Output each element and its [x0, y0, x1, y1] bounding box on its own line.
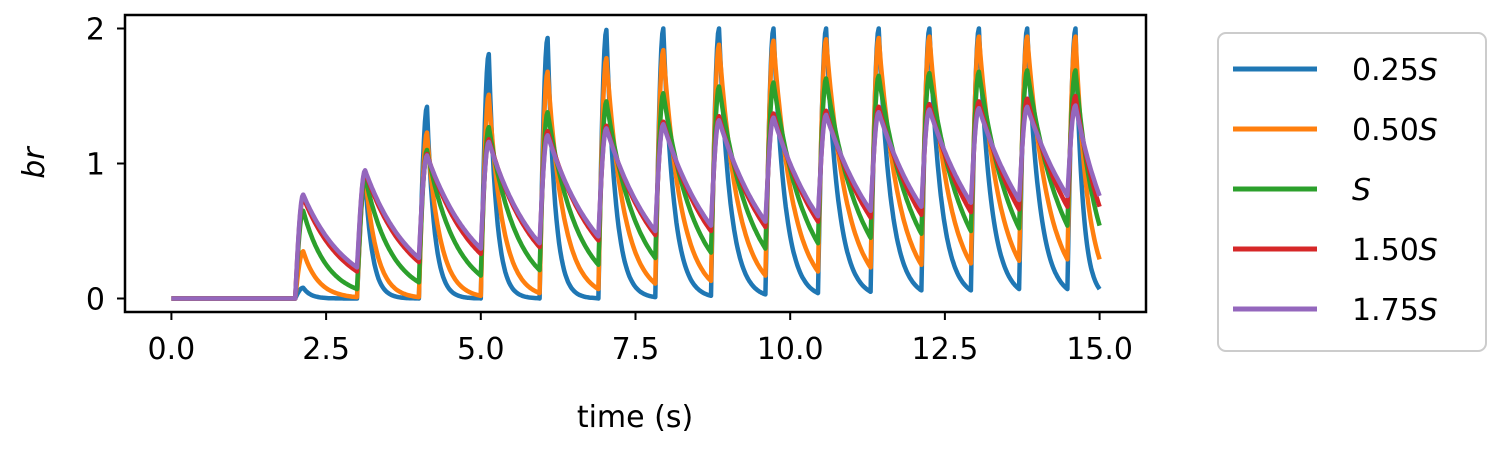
legend: 0.25S 0.50S S 1.50S 1.75S [1217, 32, 1487, 352]
legend-label: 1.75S [1352, 293, 1438, 328]
legend-label: 1.50S [1352, 233, 1438, 268]
legend-label: S [1352, 173, 1371, 208]
x-tick-label: 5.0 [457, 332, 505, 367]
y-axis: 0 1 2 [86, 13, 125, 318]
y-tick-label: 0 [86, 283, 105, 318]
y-tick-label: 2 [86, 13, 105, 48]
x-axis: 0.0 2.5 5.0 7.5 10.0 12.5 15.0 [148, 312, 1133, 367]
y-tick-label: 1 [86, 148, 105, 183]
x-axis-label: time (s) [577, 400, 693, 435]
legend-label: 0.50S [1352, 113, 1438, 148]
x-tick-label: 12.5 [911, 332, 978, 367]
legend-label: 0.25S [1352, 53, 1438, 88]
series-layer [171, 26, 1102, 301]
series-line-0 [171, 26, 1102, 301]
x-tick-label: 10.0 [757, 332, 824, 367]
y-axis-label: br [17, 146, 52, 179]
x-tick-label: 15.0 [1066, 332, 1133, 367]
series-line-1 [171, 34, 1102, 301]
x-tick-label: 2.5 [302, 332, 350, 367]
x-tick-label: 0.0 [148, 332, 196, 367]
legend-frame [1217, 32, 1487, 352]
series-line-4 [171, 103, 1102, 301]
x-tick-label: 7.5 [612, 332, 660, 367]
